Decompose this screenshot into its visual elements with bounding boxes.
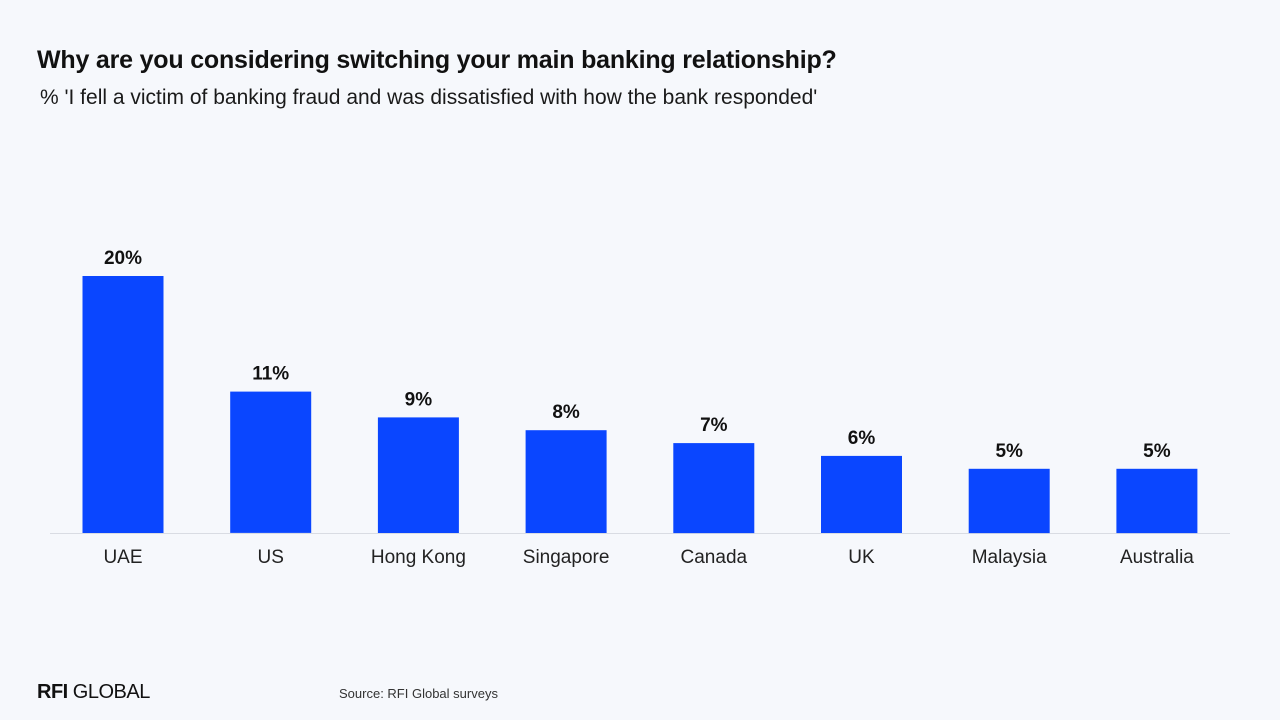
bar-uae <box>82 276 164 533</box>
category-label: UAE <box>103 547 142 568</box>
category-label: US <box>257 547 283 568</box>
value-label: 11% <box>252 364 289 385</box>
source-note: Source: RFI Global surveys <box>339 686 498 701</box>
category-label: Malaysia <box>972 547 1047 568</box>
category-label: Singapore <box>523 547 610 568</box>
value-label: 7% <box>700 415 728 436</box>
rfi-global-logo: RFI GLOBAL <box>37 681 150 704</box>
bar-us <box>230 391 312 533</box>
value-label: 5% <box>1143 441 1171 462</box>
value-label: 9% <box>405 389 433 410</box>
category-label: Hong Kong <box>371 547 466 568</box>
bar-australia <box>1116 468 1198 534</box>
category-label: Canada <box>681 547 748 568</box>
category-label: Australia <box>1120 547 1194 568</box>
logo-rfi: RFI <box>37 681 68 703</box>
value-label: 5% <box>995 441 1023 462</box>
bar-uk <box>821 455 902 533</box>
category-label: UK <box>848 547 875 568</box>
bar-malaysia <box>968 468 1050 534</box>
value-label: 8% <box>552 402 580 423</box>
value-label: 6% <box>848 428 876 449</box>
chart-subtitle: % 'I fell a victim of banking fraud and … <box>40 86 818 109</box>
value-label: 20% <box>104 248 142 269</box>
bar-canada <box>673 443 755 534</box>
logo-global: GLOBAL <box>72 681 151 703</box>
bar-hong-kong <box>377 417 459 533</box>
chart-title: Why are you considering switching your m… <box>37 46 837 74</box>
bar-singapore <box>525 430 607 533</box>
